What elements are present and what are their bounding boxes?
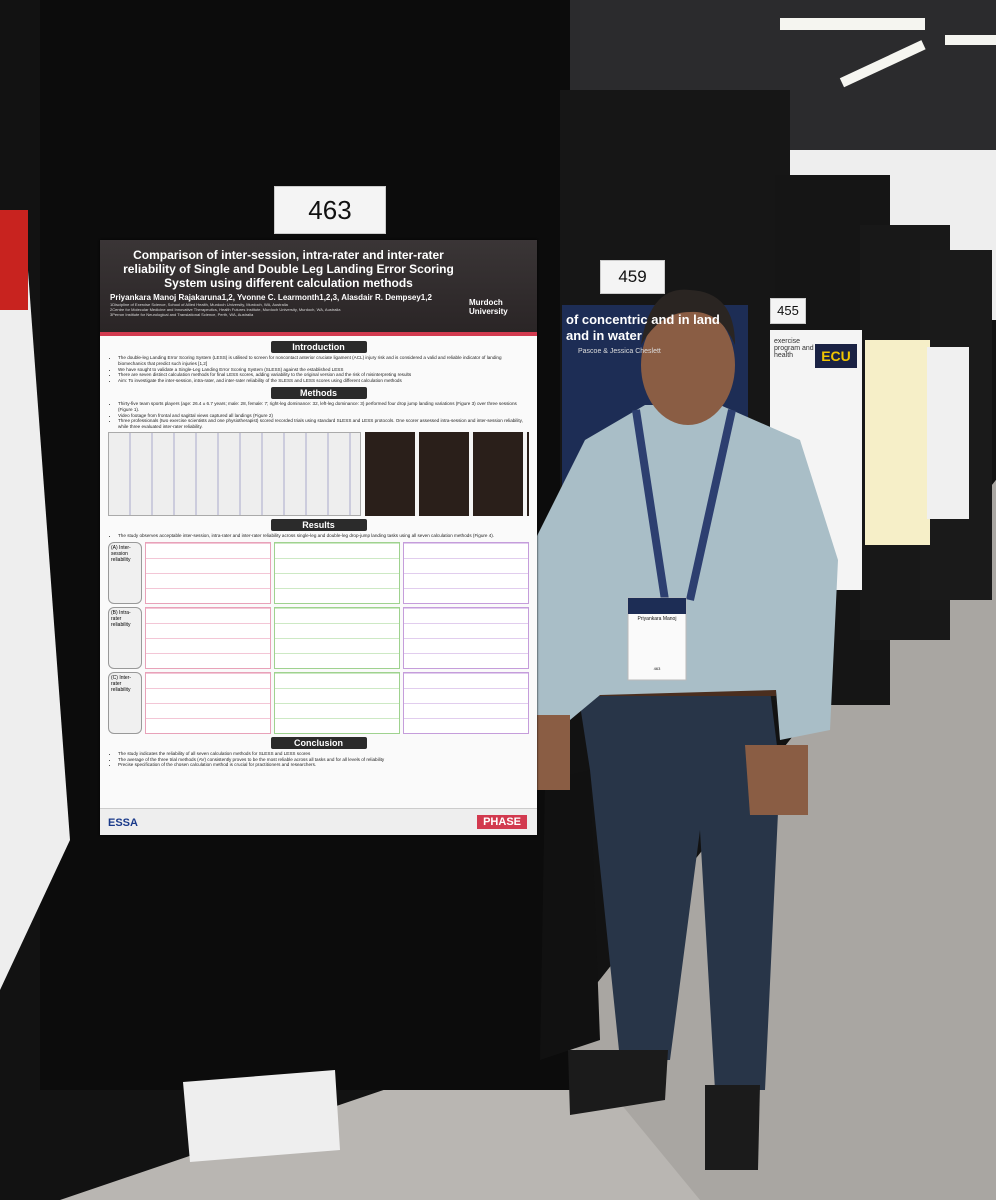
section: Methods Thirty-five team sports players (… (108, 386, 529, 516)
affiliation: 2Centre for Molecular Medicine and Innov… (110, 307, 341, 312)
panel-label: (C) Inter-rater reliability (108, 671, 142, 734)
bullet-list: Thirty-five team sports players (age: 26… (108, 401, 529, 430)
board-number: 455 (770, 298, 806, 324)
ceiling-light (839, 40, 926, 88)
accent-strip (100, 332, 537, 336)
section: Results The study observes acceptable int… (108, 518, 529, 734)
hand (527, 715, 570, 790)
section-heading: Introduction (270, 341, 367, 353)
board-number: 463 (274, 186, 386, 234)
board-number: 459 (600, 260, 665, 294)
shirt (530, 405, 838, 740)
panel-label: (A) Inter-session reliability (108, 541, 142, 604)
section-heading: Results (270, 518, 367, 531)
ceiling-light (780, 18, 925, 30)
panel-grid (145, 606, 271, 669)
panel-label: (B) Intra-rater reliability (108, 606, 142, 669)
badge-header (628, 598, 686, 614)
university-logo: Murdoch University (469, 298, 508, 316)
neighbor-title: of concentric and in land and in water (566, 312, 720, 343)
side-poster-band (0, 210, 28, 310)
panel-grid (403, 606, 529, 669)
bullet-list: The study observes acceptable inter-sess… (108, 533, 529, 539)
affiliations: 1Discipline of Exercise Science, School … (110, 302, 467, 317)
panel-grid (274, 541, 400, 604)
phase-logo: PHASE (477, 815, 527, 829)
bullet-list: The study indicates the reliability of a… (108, 751, 529, 768)
bullet: Precise specification of the chosen calc… (118, 762, 529, 768)
panel-grid (403, 541, 529, 604)
bullet: Aim: To investigate the inter-session, i… (118, 378, 529, 384)
poster-header: Comparison of inter-session, intra-rater… (100, 240, 537, 332)
bullet: Video footage from frontal and sagittal … (118, 413, 529, 419)
yellow-poster (865, 340, 930, 545)
panel-grid (145, 541, 271, 604)
badge-name: Priyankara Manoj (637, 616, 677, 622)
bullet: We have sought to validate a Single-Leg … (118, 367, 529, 373)
poster-body: Introduction The double-leg Landing Error… (100, 336, 537, 770)
floor-flyer (183, 1070, 340, 1162)
bullet: Thirty-five team sports players (age: 26… (118, 401, 529, 413)
section: Conclusion The study indicates the reliab… (108, 736, 529, 768)
affiliation: 3Perron Institute for Neurological and T… (110, 312, 254, 317)
bullet: The study indicates the reliability of a… (118, 751, 529, 757)
bullet: The average of the three trial methods (… (118, 757, 529, 763)
bullet: The double-leg Landing Error Scoring Sys… (118, 355, 529, 367)
poster: Comparison of inter-session, intra-rater… (100, 240, 537, 835)
results-panel: (C) Inter-rater reliability (108, 671, 529, 734)
neighbor-authors: Pascoe & Jessica Cheslett (578, 348, 661, 355)
panel-grid (274, 671, 400, 734)
panel-grid (274, 606, 400, 669)
head (641, 305, 735, 425)
affiliation: 1Discipline of Exercise Science, School … (110, 302, 288, 307)
lanyard (632, 409, 736, 601)
study-diagram (108, 431, 361, 516)
hair (641, 289, 735, 345)
ceiling-light (945, 35, 996, 45)
figure-row (108, 431, 529, 516)
panel-grid (145, 671, 271, 734)
backpack (540, 770, 600, 1060)
side-poster (0, 210, 70, 990)
panel-grid (403, 671, 529, 734)
results-panel: (A) Inter-session reliability (108, 541, 529, 604)
ecu-title: exercise program and health (774, 338, 814, 359)
hand (745, 745, 808, 815)
bullet: Three professionals (two exercise scient… (118, 418, 529, 430)
poster-title: Comparison of inter-session, intra-rater… (123, 248, 454, 290)
section-heading: Conclusion (270, 736, 367, 749)
jeans (578, 690, 780, 1090)
poster-footer: ESSA PHASE (100, 808, 537, 835)
badge-number: 463 (653, 666, 661, 671)
section: Introduction The double-leg Landing Error… (108, 341, 529, 384)
results-panel: (B) Intra-rater reliability (108, 606, 529, 669)
bullet: The study observes acceptable inter-sess… (118, 533, 529, 539)
ecu-logo: ECU (815, 344, 857, 368)
shoe (705, 1085, 760, 1170)
poster-authors: Priyankara Manoj Rajakaruna1,2, Yvonne C… (110, 293, 432, 302)
shoe (568, 1050, 668, 1115)
results-figure: (A) Inter-session reliability (B) Intra-r… (108, 541, 529, 734)
bullet: There are seven distinct calculation met… (118, 372, 529, 378)
essa-logo: ESSA (108, 817, 138, 829)
section-heading: Methods (270, 386, 367, 399)
landing-photos (365, 431, 529, 516)
bullet-list: The double-leg Landing Error Scoring Sys… (108, 355, 529, 384)
small-poster (927, 347, 969, 519)
